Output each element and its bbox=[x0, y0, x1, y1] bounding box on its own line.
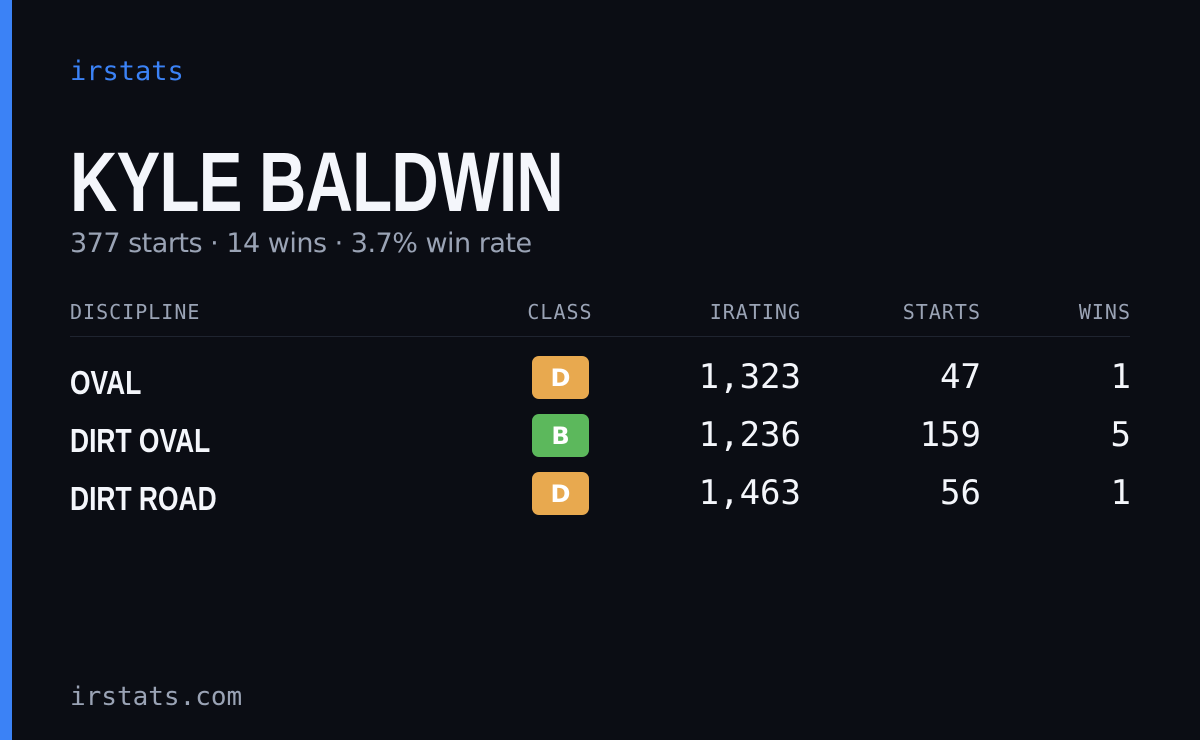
driver-name: KYLE BALDWIN bbox=[70, 135, 564, 229]
wins: 1 bbox=[1110, 473, 1131, 513]
class-badge: D bbox=[532, 472, 589, 515]
discipline: DIRT ROAD bbox=[70, 480, 217, 517]
header-rule bbox=[70, 336, 1130, 337]
column-header: CLASS bbox=[527, 300, 593, 324]
summary: 377 starts · 14 wins · 3.7% win rate bbox=[70, 228, 532, 259]
brand: irstats bbox=[70, 56, 184, 87]
footer-url: irstats.com bbox=[70, 682, 243, 712]
column-header: DISCIPLINE bbox=[70, 300, 201, 324]
irating: 1,236 bbox=[698, 415, 801, 455]
discipline: OVAL bbox=[70, 364, 142, 401]
starts: 56 bbox=[940, 473, 981, 513]
accent-bar bbox=[0, 0, 12, 740]
starts: 159 bbox=[919, 415, 981, 455]
column-header: IRATING bbox=[709, 300, 801, 324]
irating: 1,323 bbox=[698, 357, 801, 397]
class-badge: B bbox=[532, 414, 589, 457]
wins: 5 bbox=[1110, 415, 1131, 455]
column-header: WINS bbox=[1078, 300, 1131, 324]
class-badge: D bbox=[532, 356, 589, 399]
wins: 1 bbox=[1110, 357, 1131, 397]
irating: 1,463 bbox=[698, 473, 801, 513]
discipline: DIRT OVAL bbox=[70, 422, 211, 459]
starts: 47 bbox=[940, 357, 981, 397]
column-header: STARTS bbox=[902, 300, 981, 324]
